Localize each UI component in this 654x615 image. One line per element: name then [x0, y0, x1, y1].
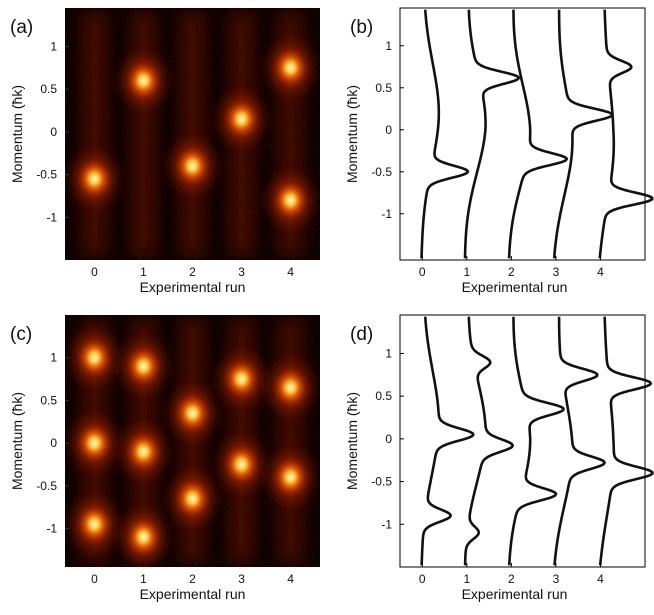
- momentum-spot: [224, 444, 259, 485]
- momentum-spot: [77, 158, 112, 199]
- x-tick-label: 2: [189, 572, 196, 586]
- x-tick-label: 4: [597, 572, 604, 586]
- x-axis-label: Experimental run: [462, 586, 568, 602]
- y-tick-label: -1: [46, 210, 57, 224]
- profile-curve: [420, 316, 475, 566]
- x-tick-label: 2: [189, 265, 196, 279]
- x-tick-label: 3: [553, 572, 560, 586]
- x-axis-label: Experimental run: [140, 586, 246, 602]
- y-tick-label: -0.5: [36, 168, 57, 182]
- momentum-spot: [273, 367, 308, 408]
- x-tick-label: 3: [238, 572, 245, 586]
- x-tick-label: 0: [91, 572, 98, 586]
- profile-curve: [463, 316, 515, 566]
- x-axis-label: Experimental run: [462, 279, 568, 295]
- y-tick-label: 0: [385, 123, 392, 137]
- x-tick-label: 0: [419, 265, 426, 279]
- x-axis-label: Experimental run: [140, 279, 246, 295]
- y-axis-label: Momentum (ħk): [9, 392, 25, 490]
- x-tick-label: 1: [140, 572, 147, 586]
- y-tick-label: 1: [385, 346, 392, 360]
- y-tick-label: 0: [50, 125, 57, 139]
- x-tick-label: 3: [553, 265, 560, 279]
- run-column: [230, 317, 253, 565]
- y-tick-label: 0.5: [375, 81, 392, 95]
- x-tick-label: 4: [597, 265, 604, 279]
- plot-area: [399, 314, 646, 568]
- momentum-spot: [224, 99, 259, 140]
- y-tick-label: 0: [385, 432, 392, 446]
- y-tick-label: 1: [50, 351, 57, 365]
- y-tick-label: 0.5: [375, 389, 392, 403]
- momentum-spot: [77, 337, 112, 378]
- y-tick-label: -0.5: [36, 479, 57, 493]
- momentum-spot: [126, 346, 161, 387]
- x-tick-label: 1: [463, 265, 470, 279]
- x-tick-label: 1: [140, 265, 147, 279]
- y-tick-label: -0.5: [371, 165, 392, 179]
- profile-curve: [552, 9, 614, 259]
- run-column: [181, 317, 204, 565]
- profile-curve: [420, 9, 470, 259]
- profile-curve: [598, 316, 654, 566]
- panel-c: (c) 1 0.5 0 -0.5 -1 0 1 2 3 4 Experimental run Momen…: [9, 315, 320, 602]
- momentum-spot: [273, 47, 308, 88]
- run-column: [83, 10, 106, 258]
- momentum-spot: [77, 504, 112, 545]
- y-axis-label: Momentum (ħk): [344, 392, 360, 490]
- profile-curve: [463, 9, 521, 259]
- y-tick-label: 0.5: [40, 393, 57, 407]
- x-tick-label: 2: [508, 572, 515, 586]
- x-tick-label: 0: [91, 265, 98, 279]
- momentum-spot: [224, 359, 259, 400]
- profile-curve: [507, 9, 569, 259]
- panel-label: (b): [350, 17, 373, 38]
- momentum-spot: [175, 393, 210, 434]
- x-tick-label: 0: [419, 572, 426, 586]
- run-column: [279, 317, 302, 565]
- y-tick-label: -1: [46, 522, 57, 536]
- y-tick-label: 1: [385, 39, 392, 53]
- run-column: [181, 10, 204, 258]
- run-column: [279, 10, 302, 258]
- x-tick-label: 3: [238, 265, 245, 279]
- momentum-spot: [77, 423, 112, 464]
- y-tick-label: 1: [50, 39, 57, 53]
- momentum-spot: [126, 431, 161, 472]
- profile-curve: [598, 9, 654, 259]
- momentum-spot: [273, 180, 308, 221]
- y-tick-label: 0.5: [40, 82, 57, 96]
- momentum-spot: [273, 457, 308, 498]
- x-tick-label: 1: [463, 572, 470, 586]
- y-axis-label: Momentum (ħk): [9, 85, 25, 183]
- profile-curve: [507, 316, 565, 566]
- panel-d: (d) 1 0.5 0 -0.5 -1 0 1 2 3 4 Experimental run Momen…: [344, 314, 654, 602]
- panel-b: (b) 1 0.5 0 -0.5 -1 0 1 2 3 4 Experimental run Momen…: [344, 7, 654, 295]
- momentum-spot: [175, 478, 210, 519]
- x-tick-label: 4: [287, 265, 294, 279]
- profile-curve: [553, 316, 606, 566]
- y-axis-label: Momentum (ħk): [344, 85, 360, 183]
- momentum-spot: [175, 146, 210, 187]
- y-tick-label: -1: [381, 207, 392, 221]
- x-tick-label: 4: [287, 572, 294, 586]
- panel-a: (a) 1 0.5 0 -0.5 -1 0 1 2 3 4 Experimental run Momen…: [9, 8, 320, 295]
- y-tick-label: -1: [381, 517, 392, 531]
- run-column: [132, 10, 155, 258]
- momentum-spot: [126, 517, 161, 558]
- panel-label: (c): [10, 324, 32, 345]
- x-tick-label: 2: [508, 265, 515, 279]
- panel-label: (d): [350, 324, 373, 345]
- panel-label: (a): [10, 17, 33, 38]
- y-tick-label: -0.5: [371, 475, 392, 489]
- momentum-spot: [126, 60, 161, 101]
- y-tick-label: 0: [50, 436, 57, 450]
